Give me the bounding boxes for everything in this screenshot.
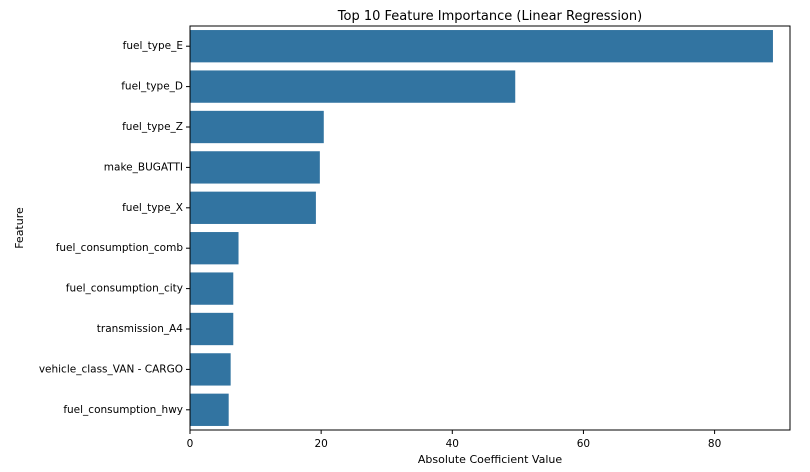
y-tick-label: fuel_type_X xyxy=(122,202,183,214)
bar xyxy=(190,151,320,184)
bar xyxy=(190,110,324,144)
bars-group xyxy=(190,30,773,426)
y-tick-label: transmission_A4 xyxy=(97,323,184,335)
bar xyxy=(190,30,773,63)
bar xyxy=(190,353,231,386)
plot-frame xyxy=(189,25,791,431)
chart-title: Top 10 Feature Importance (Linear Regres… xyxy=(337,9,642,24)
bar xyxy=(190,312,234,346)
y-tick-label: fuel_consumption_hwy xyxy=(63,404,183,416)
x-axis-label: Absolute Coefficient Value xyxy=(418,453,562,466)
y-axis-ticks: fuel_type_E fuel_type_D fuel_type_Z make_BU… xyxy=(39,40,190,416)
x-tick-label: 40 xyxy=(446,438,459,450)
x-tick-label: 80 xyxy=(708,438,721,450)
y-tick-label: fuel_consumption_city xyxy=(66,283,183,295)
x-axis-ticks: 0 20 40 60 80 xyxy=(187,430,721,450)
y-tick-label: vehicle_class_VAN - CARGO xyxy=(39,363,183,375)
bar xyxy=(190,393,229,426)
y-tick-label: fuel_consumption_comb xyxy=(56,242,184,254)
y-tick-label: make_BUGATTI xyxy=(104,161,183,173)
bar xyxy=(190,191,316,224)
y-tick-label: fuel_type_D xyxy=(121,81,183,93)
y-tick-label: fuel_type_Z xyxy=(122,121,183,133)
x-tick-label: 0 xyxy=(187,438,194,450)
y-axis-label: Feature xyxy=(13,207,26,249)
bar xyxy=(190,272,234,305)
bar xyxy=(190,70,516,103)
x-tick-label: 60 xyxy=(577,438,590,450)
x-tick-label: 20 xyxy=(314,438,327,450)
bar xyxy=(190,232,239,265)
y-tick-label: fuel_type_E xyxy=(123,40,183,52)
